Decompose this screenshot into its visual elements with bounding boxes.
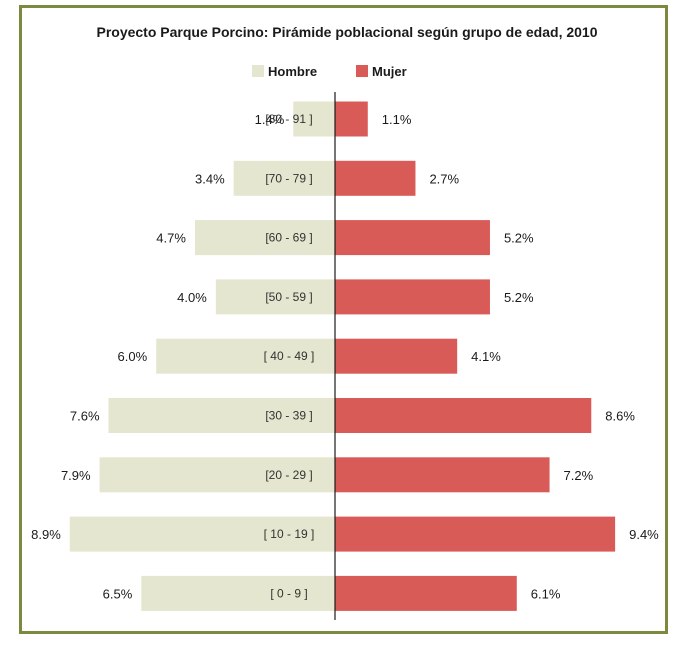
- value-label-hombre: 8.9%: [31, 527, 61, 542]
- bar-hombre: [108, 398, 336, 433]
- value-label-hombre: 7.9%: [61, 468, 91, 483]
- value-label-hombre: 4.0%: [177, 290, 207, 305]
- age-group-label: [70 - 79 ]: [265, 171, 312, 185]
- legend-swatch-hombre: [252, 65, 264, 77]
- bar-hombre: [233, 160, 335, 196]
- value-label-mujer: 9.4%: [629, 527, 659, 542]
- value-label-hombre: 1.4%: [255, 112, 285, 127]
- chart-title: Proyecto Parque Porcino: Pirámide poblac…: [96, 24, 597, 40]
- value-label-mujer: 6.1%: [531, 586, 561, 601]
- bar-mujer: [335, 457, 550, 493]
- value-label-hombre: 6.5%: [103, 586, 133, 601]
- age-group-label: [20 - 29 ]: [265, 468, 312, 482]
- legend: Hombre Mujer: [252, 64, 407, 79]
- labels-layer: 1.4% 1.1% [80 - 91 ] 3.4% 2.7% [70 - 79 ] 4.7%…: [31, 112, 659, 601]
- bar-mujer: [335, 338, 458, 374]
- legend-swatch-mujer: [356, 65, 368, 77]
- age-group-label: [ 0 - 9 ]: [270, 586, 307, 600]
- value-label-mujer: 5.2%: [504, 231, 534, 246]
- bar-mujer: [335, 516, 616, 552]
- age-group-label: [80 - 91 ]: [265, 112, 312, 126]
- age-group-label: [ 10 - 19 ]: [264, 527, 315, 541]
- bar-hombre: [293, 101, 335, 137]
- age-group-label: [60 - 69 ]: [265, 231, 312, 245]
- bar-hombre: [99, 457, 335, 493]
- bars-layer: [69, 101, 616, 611]
- age-group-label: [50 - 59 ]: [265, 290, 312, 304]
- bar-hombre: [194, 220, 335, 256]
- bar-mujer: [335, 160, 416, 196]
- bar-mujer: [335, 575, 517, 611]
- bar-mujer: [335, 220, 490, 256]
- bar-hombre: [69, 516, 335, 552]
- value-label-hombre: 6.0%: [118, 349, 148, 364]
- bar-mujer: [335, 101, 368, 137]
- value-label-mujer: 2.7%: [429, 171, 459, 186]
- bar-mujer: [335, 398, 592, 433]
- legend-label-hombre: Hombre: [268, 64, 317, 79]
- legend-label-mujer: Mujer: [372, 64, 407, 79]
- bar-hombre: [215, 279, 335, 315]
- value-label-hombre: 7.6%: [70, 409, 100, 424]
- value-label-mujer: 7.2%: [564, 468, 594, 483]
- bar-hombre: [156, 338, 335, 374]
- bar-hombre: [141, 575, 335, 611]
- age-group-label: [ 40 - 49 ]: [264, 349, 315, 363]
- value-label-hombre: 4.7%: [156, 231, 186, 246]
- value-label-mujer: 5.2%: [504, 290, 534, 305]
- value-label-mujer: 1.1%: [382, 112, 412, 127]
- value-label-mujer: 4.1%: [471, 349, 501, 364]
- value-label-hombre: 3.4%: [195, 171, 225, 186]
- bar-mujer: [335, 279, 490, 315]
- age-group-label: [30 - 39 ]: [265, 409, 312, 423]
- value-label-mujer: 8.6%: [605, 409, 635, 424]
